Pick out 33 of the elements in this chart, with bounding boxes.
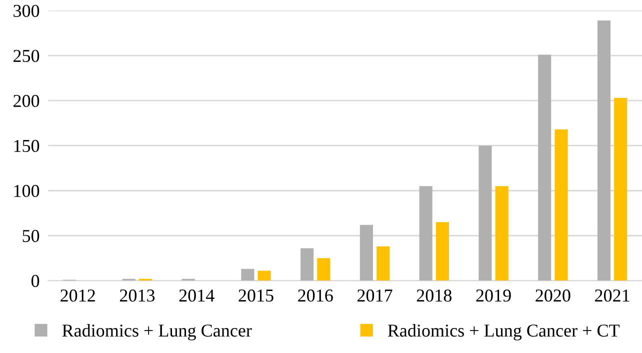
bar (554, 129, 568, 281)
bar (597, 20, 611, 281)
bar (241, 268, 254, 281)
bar (360, 224, 373, 281)
x-tick-label: 2019 (476, 289, 511, 302)
legend-label: Radiomics + Lung Cancer (62, 324, 252, 340)
x-tick-label: 2021 (595, 289, 630, 302)
y-tick-label: 50 (22, 230, 40, 242)
x-tick-label: 2016 (298, 289, 333, 302)
legend-label: Radiomics + Lung Cancer + CT (388, 324, 620, 340)
y-tick-label: 100 (14, 184, 40, 198)
y-tick-label: 0 (31, 274, 40, 288)
x-tick-label: 2014 (179, 289, 214, 302)
bar (538, 54, 552, 281)
y-tick-label: 150 (14, 140, 40, 152)
bar (495, 186, 508, 281)
y-tick-label: 300 (14, 4, 40, 18)
x-tick-label: 2015 (238, 289, 274, 302)
y-tick-label: 250 (14, 50, 40, 62)
bar (419, 186, 432, 281)
x-tick-label: 2012 (60, 289, 95, 302)
x-tick-label: 2013 (120, 289, 155, 302)
bar (300, 248, 314, 281)
bar (478, 146, 492, 281)
x-tick-label: 2017 (358, 289, 392, 302)
x-tick-label: 2018 (416, 289, 452, 302)
x-tick-label: 2020 (536, 289, 570, 302)
bar (258, 270, 271, 281)
bar (376, 246, 390, 281)
bar (436, 222, 449, 281)
bar (614, 98, 628, 281)
bar (317, 258, 330, 281)
y-tick-label: 200 (14, 94, 40, 108)
